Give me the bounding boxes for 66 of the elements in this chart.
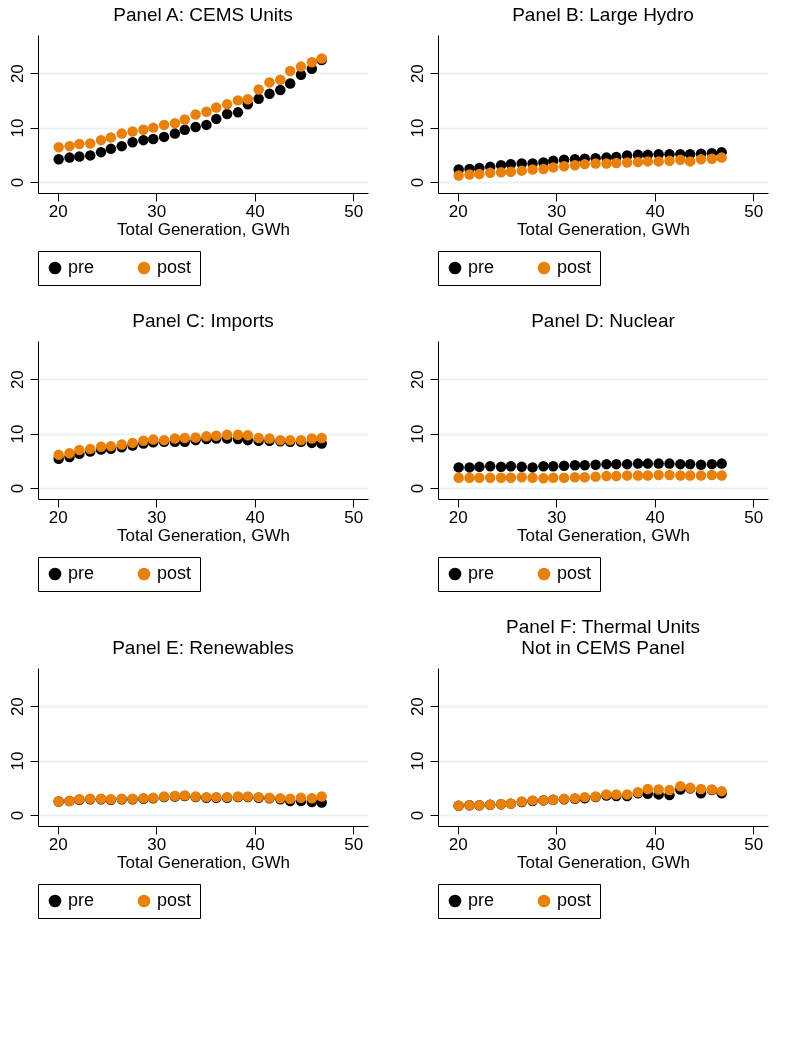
x-tick-label: 40 [645,834,665,854]
x-tick-label: 30 [547,834,567,854]
y-tick-label: 20 [7,697,27,717]
x-tick-label: 20 [448,201,468,221]
x-tick-label: 40 [245,834,265,854]
y-tick-label: 20 [407,697,427,717]
legend-label: post [557,890,592,910]
legend-label: pre [468,890,495,910]
legend-label: post [557,257,592,277]
y-tick-label: 20 [7,370,27,390]
x-axis-title: Total Generation, GWh [117,852,290,872]
y-tick-label: 0 [7,483,27,494]
x-tick-label: 20 [48,834,68,854]
x-axis-title: Total Generation, GWh [517,219,690,239]
x-tick-label: 50 [344,834,364,854]
legend-label: pre [468,563,495,583]
y-tick-label: 10 [407,118,427,138]
chart-title: Panel C: Imports [132,310,274,331]
chart-title: Panel A: CEMS Units [113,4,293,25]
y-tick-label: 0 [407,483,427,494]
y-tick-label: 10 [407,424,427,444]
x-axis-title: Total Generation, GWh [117,525,290,545]
x-tick-label: 30 [147,201,167,221]
legend-label: post [157,257,192,277]
x-tick-label: 50 [344,201,364,221]
x-tick-label: 40 [245,507,265,527]
x-tick-label: 50 [744,201,764,221]
x-tick-label: 40 [645,201,665,221]
x-tick-label: 20 [448,834,468,854]
x-tick-label: 20 [448,507,468,527]
y-tick-label: 20 [7,64,27,84]
y-tick-label: 10 [7,424,27,444]
legend-label: pre [468,257,495,277]
x-tick-label: 20 [48,201,68,221]
legend-label: pre [68,890,95,910]
y-tick-label: 10 [7,751,27,771]
legend-label: post [157,890,192,910]
y-tick-label: 10 [407,751,427,771]
y-tick-label: 20 [407,370,427,390]
x-axis-title: Total Generation, GWh [117,219,290,239]
y-tick-label: 10 [7,118,27,138]
x-axis-title: Total Generation, GWh [517,852,690,872]
y-tick-label: 20 [407,64,427,84]
x-tick-label: 30 [547,507,567,527]
x-tick-label: 50 [744,507,764,527]
x-axis-title: Total Generation, GWh [517,525,690,545]
legend-label: post [157,563,192,583]
x-tick-label: 40 [645,507,665,527]
chart-title: Panel F: Thermal Units Not in CEMS Panel [506,616,700,658]
x-tick-label: 40 [245,201,265,221]
chart-title: Panel D: Nuclear [531,310,676,331]
legend-label: pre [68,257,95,277]
x-tick-label: 50 [744,834,764,854]
legend-label: pre [68,563,95,583]
chart-title: Panel B: Large Hydro [512,4,694,25]
y-tick-label: 0 [407,177,427,188]
x-tick-label: 20 [48,507,68,527]
y-tick-label: 0 [7,810,27,821]
x-tick-label: 30 [547,201,567,221]
y-tick-label: 0 [7,177,27,188]
y-tick-label: 0 [407,810,427,821]
x-tick-label: 30 [147,834,167,854]
x-tick-label: 30 [147,507,167,527]
x-tick-label: 50 [344,507,364,527]
legend-label: post [557,563,592,583]
chart-title: Panel E: Renewables [112,637,294,658]
